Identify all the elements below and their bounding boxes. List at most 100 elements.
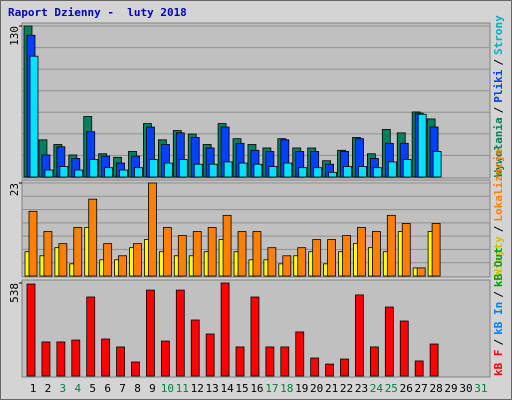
bar bbox=[310, 357, 320, 377]
x-tick-label: 31 bbox=[474, 382, 487, 395]
x-tick-label: 19 bbox=[295, 382, 308, 395]
bar bbox=[175, 289, 185, 377]
bar bbox=[74, 169, 84, 178]
bar bbox=[59, 166, 69, 178]
bar bbox=[163, 162, 173, 178]
bar bbox=[118, 255, 127, 277]
legend-separator: / bbox=[492, 59, 505, 66]
x-tick-label: 17 bbox=[265, 382, 278, 395]
bar bbox=[237, 231, 247, 277]
bar bbox=[268, 166, 278, 178]
x-tick-label: 14 bbox=[220, 382, 234, 395]
bar bbox=[58, 243, 68, 277]
bar bbox=[193, 163, 203, 178]
x-tick-label: 25 bbox=[385, 382, 398, 395]
bar bbox=[401, 223, 411, 277]
bar bbox=[250, 296, 260, 377]
x-tick-label: 28 bbox=[429, 382, 442, 395]
bar bbox=[417, 113, 427, 178]
bar bbox=[429, 343, 439, 377]
bar bbox=[43, 231, 53, 277]
bar bbox=[372, 167, 382, 178]
legend-separator: / bbox=[492, 339, 505, 346]
bar bbox=[253, 163, 263, 178]
bar bbox=[328, 171, 338, 178]
bar bbox=[207, 227, 217, 277]
bar bbox=[252, 231, 262, 277]
bar bbox=[325, 363, 335, 377]
bar bbox=[223, 161, 233, 178]
x-tick-label: 3 bbox=[60, 382, 67, 395]
bar bbox=[283, 162, 293, 178]
x-tick-label: 9 bbox=[149, 382, 156, 395]
x-tick-label: 7 bbox=[119, 382, 126, 395]
x-tick-label: 5 bbox=[89, 382, 96, 395]
x-tick-label: 1 bbox=[30, 382, 37, 395]
bar bbox=[399, 320, 409, 377]
bar bbox=[28, 210, 38, 277]
bar bbox=[134, 167, 143, 178]
bar bbox=[416, 267, 426, 277]
bar bbox=[384, 306, 394, 377]
bar bbox=[119, 169, 128, 178]
x-tick-label: 2 bbox=[45, 382, 52, 395]
bar bbox=[178, 159, 188, 178]
bar bbox=[71, 339, 81, 377]
bar bbox=[104, 167, 114, 178]
legend-entry: kB In bbox=[492, 302, 505, 335]
x-tick-label: 13 bbox=[206, 382, 219, 395]
bar bbox=[297, 247, 307, 277]
bar bbox=[177, 235, 187, 277]
bar bbox=[192, 231, 202, 277]
bar bbox=[343, 166, 352, 178]
x-tick-label: 8 bbox=[134, 382, 141, 395]
bar bbox=[386, 214, 396, 277]
bar bbox=[131, 361, 140, 377]
bar bbox=[208, 163, 218, 178]
x-tick-label: 12 bbox=[191, 382, 204, 395]
x-tick-label: 11 bbox=[176, 382, 189, 395]
bar bbox=[146, 289, 155, 377]
bar bbox=[340, 358, 349, 377]
bar bbox=[103, 243, 113, 277]
bar bbox=[89, 159, 99, 178]
bar bbox=[295, 331, 305, 377]
bar bbox=[312, 239, 322, 277]
legend: Wywołania / Pliki / Strony bbox=[492, 15, 505, 177]
x-tick-label: 27 bbox=[415, 382, 428, 395]
legend-separator: / bbox=[492, 291, 505, 298]
x-tick-label: 15 bbox=[235, 382, 248, 395]
x-tick-label: 24 bbox=[370, 382, 384, 395]
legend-separator: / bbox=[492, 225, 505, 232]
x-tick-label: 18 bbox=[280, 382, 293, 395]
x-tick-label: 16 bbox=[250, 382, 263, 395]
bar bbox=[160, 340, 170, 377]
bar bbox=[358, 166, 367, 178]
bar bbox=[190, 319, 200, 377]
legend-entry: Wizyty bbox=[492, 236, 505, 276]
x-tick-label: 29 bbox=[444, 382, 457, 395]
bar bbox=[371, 231, 381, 277]
legend-separator: / bbox=[492, 106, 505, 113]
legend: Wizyty / Lokalizacje bbox=[492, 148, 505, 276]
legend-entry: Strony bbox=[492, 15, 505, 55]
bar bbox=[220, 282, 230, 377]
bar bbox=[86, 296, 96, 377]
bar bbox=[369, 346, 379, 377]
bar bbox=[280, 346, 290, 377]
legend-entry: Wywołania bbox=[492, 117, 505, 177]
bar bbox=[26, 283, 36, 377]
bar bbox=[149, 159, 158, 178]
bar bbox=[265, 346, 275, 377]
chart-title: Raport Dzienny - luty 2018 bbox=[8, 6, 187, 19]
bar bbox=[238, 162, 248, 178]
bar bbox=[387, 161, 397, 178]
bar bbox=[29, 55, 39, 178]
x-tick-label: 6 bbox=[104, 382, 111, 395]
bar bbox=[162, 227, 172, 277]
bar bbox=[148, 182, 157, 277]
bar bbox=[298, 167, 308, 178]
bar bbox=[44, 169, 54, 178]
legend-entry: kB Out bbox=[492, 247, 505, 287]
legend-entry: Pliki bbox=[492, 69, 505, 102]
